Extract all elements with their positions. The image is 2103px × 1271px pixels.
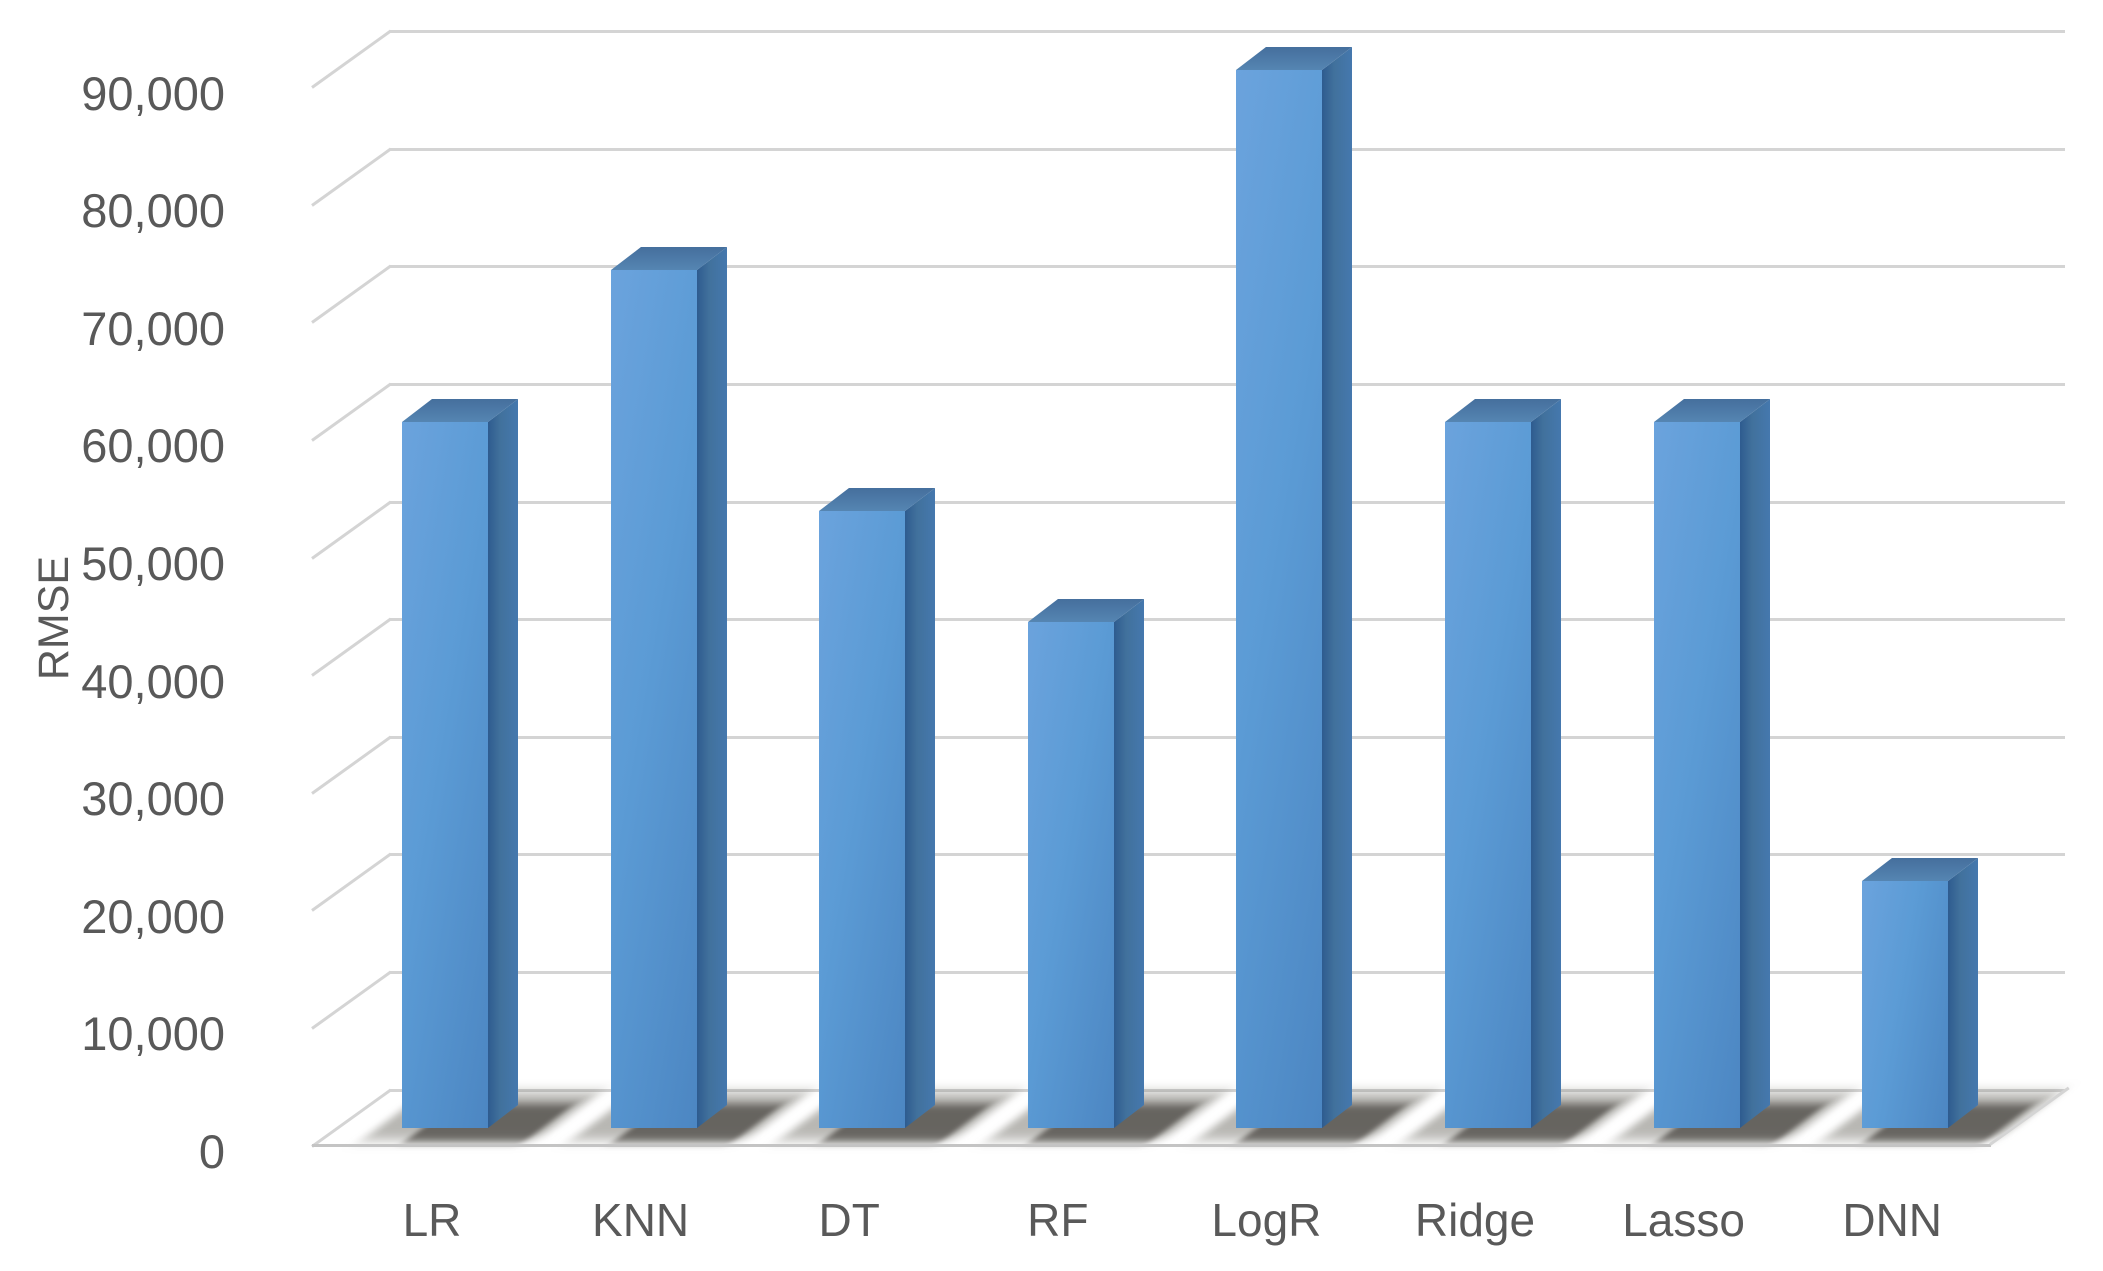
bar-side-face-LR xyxy=(488,399,518,1128)
x-axis-label-KNN: KNN xyxy=(592,1194,690,1246)
gridline-connector xyxy=(311,264,392,325)
bar-side-face-LogR xyxy=(1322,46,1353,1128)
x-axis-label-Lasso: Lasso xyxy=(1622,1194,1745,1246)
gridline-connector xyxy=(311,852,392,913)
gridline-80,000 xyxy=(390,147,2065,151)
gridline-connector xyxy=(311,29,392,89)
gridline-connector xyxy=(311,970,392,1030)
bar-side-face-DT xyxy=(905,487,936,1128)
gridline-20,000 xyxy=(390,853,2065,857)
bar-RF xyxy=(1027,622,1114,1128)
bar-side-face-Ridge xyxy=(1531,399,1561,1128)
x-axis-label-LogR: LogR xyxy=(1211,1194,1322,1246)
y-tick-label: 90,000 xyxy=(81,66,225,120)
gridline-50,000 xyxy=(390,500,2065,504)
y-tick-label: 0 xyxy=(198,1125,225,1178)
gridline-0 xyxy=(390,1088,2065,1092)
gridline-10,000 xyxy=(390,970,2065,974)
x-axis-label-DT: DT xyxy=(818,1194,880,1246)
bar-side-face-DNN xyxy=(1948,858,1979,1128)
gridline-90,000 xyxy=(390,30,2065,34)
bar-LR xyxy=(402,422,488,1128)
gridline-30,000 xyxy=(390,735,2065,739)
gridline-connector xyxy=(311,500,392,560)
x-axis-label-Ridge: Ridge xyxy=(1414,1194,1536,1246)
y-tick-label: 30,000 xyxy=(81,772,225,826)
x-axis-line xyxy=(312,1144,1991,1147)
bar-DT xyxy=(819,510,906,1128)
y-tick-label: 80,000 xyxy=(81,184,225,238)
bar-side-face-RF xyxy=(1113,599,1144,1128)
bar-DNN xyxy=(1862,881,1949,1128)
bar-Ridge xyxy=(1445,422,1531,1128)
y-tick-label: 70,000 xyxy=(81,301,225,355)
gridline-connector xyxy=(311,735,392,795)
gridline-connector xyxy=(311,382,392,442)
x-axis-label-DNN: DNN xyxy=(1842,1194,1943,1246)
bar-side-face-Lasso xyxy=(1739,399,1770,1128)
gridline-60,000 xyxy=(390,382,2065,386)
y-tick-label: 60,000 xyxy=(81,419,225,473)
x-axis-label-RF: RF xyxy=(1027,1194,1089,1246)
gridline-70,000 xyxy=(390,265,2065,269)
y-tick-label: 40,000 xyxy=(81,654,225,708)
gridline-connector xyxy=(311,147,392,207)
bar-Lasso xyxy=(1653,422,1740,1128)
gridline-40,000 xyxy=(390,618,2065,622)
y-tick-label: 50,000 xyxy=(81,537,225,590)
bar-LogR xyxy=(1236,69,1323,1128)
x-axis-label-LR: LR xyxy=(402,1194,462,1246)
bar-KNN xyxy=(610,269,697,1128)
y-tick-label: 10,000 xyxy=(81,1007,225,1061)
y-tick-label: 20,000 xyxy=(81,889,225,943)
bar-side-face-KNN xyxy=(696,246,727,1128)
gridline-connector xyxy=(311,617,392,677)
